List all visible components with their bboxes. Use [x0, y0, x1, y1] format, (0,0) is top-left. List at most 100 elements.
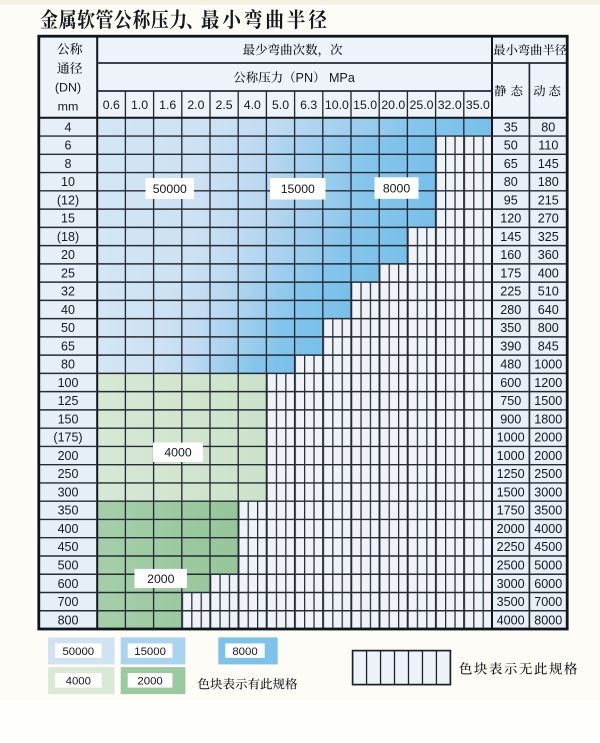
svg-text:845: 845 [538, 339, 559, 353]
svg-text:215: 215 [538, 193, 559, 207]
svg-text:32.0: 32.0 [438, 98, 462, 112]
svg-text:350: 350 [58, 504, 79, 518]
svg-text:450: 450 [58, 540, 79, 554]
svg-text:125: 125 [58, 394, 79, 408]
svg-text:350: 350 [500, 321, 521, 335]
svg-text:600: 600 [500, 376, 521, 390]
svg-text:3000: 3000 [497, 577, 525, 591]
svg-text:600: 600 [58, 577, 79, 591]
svg-text:20: 20 [61, 248, 75, 262]
svg-text:5.0: 5.0 [272, 98, 289, 112]
svg-text:1750: 1750 [497, 504, 525, 518]
svg-text:300: 300 [58, 486, 79, 500]
svg-text:2500: 2500 [534, 467, 562, 481]
svg-text:270: 270 [538, 212, 559, 226]
svg-text:mm: mm [58, 100, 79, 114]
svg-text:7000: 7000 [534, 595, 562, 609]
svg-text:25: 25 [61, 266, 75, 280]
svg-text:100: 100 [58, 376, 79, 390]
svg-text:150: 150 [58, 412, 79, 426]
svg-text:180: 180 [538, 175, 559, 189]
svg-text:50: 50 [61, 321, 75, 335]
svg-text:400: 400 [58, 522, 79, 536]
svg-text:200: 200 [58, 449, 79, 463]
svg-text:2000: 2000 [147, 572, 175, 586]
svg-text:1500: 1500 [534, 394, 562, 408]
svg-text:1000: 1000 [534, 358, 562, 372]
svg-text:10.0: 10.0 [325, 98, 349, 112]
svg-text:5000: 5000 [534, 559, 562, 573]
svg-text:4000: 4000 [534, 522, 562, 536]
svg-text:800: 800 [538, 321, 559, 335]
svg-text:(DN): (DN) [55, 80, 81, 94]
svg-text:8: 8 [65, 157, 72, 171]
svg-text:2000: 2000 [497, 522, 525, 536]
svg-text:4000: 4000 [66, 676, 91, 688]
svg-text:6000: 6000 [534, 577, 562, 591]
svg-text:40: 40 [61, 303, 75, 317]
svg-text:(12): (12) [57, 193, 79, 207]
svg-text:4.0: 4.0 [244, 98, 261, 112]
svg-text:0.6: 0.6 [103, 98, 120, 112]
svg-text:325: 325 [538, 230, 559, 244]
svg-text:PN: PN [296, 71, 314, 85]
svg-text:510: 510 [538, 285, 559, 299]
svg-text:800: 800 [58, 613, 79, 627]
svg-text:95: 95 [504, 193, 518, 207]
svg-text:640: 640 [538, 303, 559, 317]
svg-text:480: 480 [500, 358, 521, 372]
svg-text:1500: 1500 [497, 486, 525, 500]
svg-text:50: 50 [504, 139, 518, 153]
svg-text:15000: 15000 [281, 182, 315, 196]
svg-text:750: 750 [500, 394, 521, 408]
svg-text:15000: 15000 [134, 646, 166, 658]
svg-text:10: 10 [61, 175, 75, 189]
svg-text:160: 160 [500, 248, 521, 262]
svg-text:35.0: 35.0 [466, 98, 490, 112]
svg-text:2500: 2500 [497, 559, 525, 573]
svg-text:2000: 2000 [534, 431, 562, 445]
svg-text:80: 80 [504, 175, 518, 189]
svg-text:1800: 1800 [534, 412, 562, 426]
svg-text:MPa: MPa [329, 71, 355, 85]
svg-text:250: 250 [58, 467, 79, 481]
svg-text:225: 225 [500, 285, 521, 299]
svg-text:3500: 3500 [534, 504, 562, 518]
svg-text:80: 80 [61, 358, 75, 372]
svg-text:35: 35 [504, 120, 518, 134]
svg-text:390: 390 [500, 339, 521, 353]
svg-text:(175): (175) [53, 431, 82, 445]
svg-text:80: 80 [541, 120, 555, 134]
svg-text:280: 280 [500, 303, 521, 317]
svg-text:1000: 1000 [497, 449, 525, 463]
svg-text:4000: 4000 [164, 446, 192, 460]
svg-text:(18): (18) [57, 230, 79, 244]
svg-text:8000: 8000 [534, 613, 562, 627]
svg-text:65: 65 [504, 157, 518, 171]
svg-text:2.5: 2.5 [216, 98, 233, 112]
svg-text:900: 900 [500, 412, 521, 426]
svg-text:8000: 8000 [232, 646, 257, 658]
svg-text:6.3: 6.3 [300, 98, 317, 112]
svg-text:2000: 2000 [137, 676, 162, 688]
svg-text:4000: 4000 [497, 613, 525, 627]
svg-text:110: 110 [538, 139, 558, 153]
svg-text:6: 6 [65, 139, 72, 153]
svg-text:65: 65 [61, 339, 75, 353]
svg-text:15.0: 15.0 [353, 98, 377, 112]
svg-text:50000: 50000 [153, 182, 187, 196]
svg-text:1200: 1200 [534, 376, 562, 390]
svg-text:3500: 3500 [497, 595, 525, 609]
svg-text:360: 360 [538, 248, 559, 262]
svg-text:15: 15 [61, 212, 75, 226]
svg-text:500: 500 [58, 559, 79, 573]
svg-text:1.6: 1.6 [159, 98, 176, 112]
svg-text:700: 700 [58, 595, 79, 609]
svg-text:25.0: 25.0 [410, 98, 434, 112]
svg-text:32: 32 [61, 285, 75, 299]
svg-text:175: 175 [500, 266, 521, 280]
svg-text:1.0: 1.0 [131, 98, 148, 112]
svg-text:400: 400 [538, 266, 559, 280]
svg-text:2250: 2250 [497, 540, 525, 554]
svg-text:1000: 1000 [497, 431, 525, 445]
